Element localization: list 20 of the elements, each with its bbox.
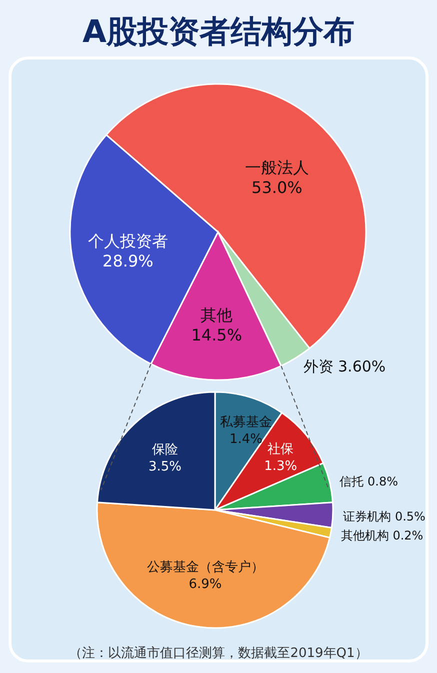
slice-label: 公募基金（含专户） — [146, 560, 264, 576]
data-label: 6.9% — [188, 577, 222, 592]
data-label: 1.3% — [264, 459, 298, 474]
slice-label: 一般法人 — [244, 158, 309, 177]
data-label: 3.5% — [148, 460, 182, 475]
data-label: 14.5% — [191, 326, 242, 345]
data-label: 28.9% — [102, 252, 154, 271]
chart-title: A股投资者结构分布 — [82, 14, 354, 50]
slice-label: 个人投资者 — [88, 232, 168, 251]
slice-label: 其他 — [200, 306, 233, 325]
slice-label: 其他机构 0.2% — [340, 528, 424, 542]
data-label: 1.4% — [229, 432, 263, 447]
slice-label: 私募基金 — [220, 414, 272, 430]
slice-label: 社保 — [268, 442, 294, 458]
text: （注：以流通市值口径测算，数据截至2019年Q1） — [69, 645, 368, 661]
slice-label: 信托 0.8% — [340, 474, 398, 488]
slice-label: 证券机构 0.5% — [343, 509, 426, 524]
slice-label: 外资 3.60% — [303, 358, 386, 376]
slice-label: 保险 — [152, 442, 178, 458]
data-label: 53.0% — [252, 178, 302, 197]
